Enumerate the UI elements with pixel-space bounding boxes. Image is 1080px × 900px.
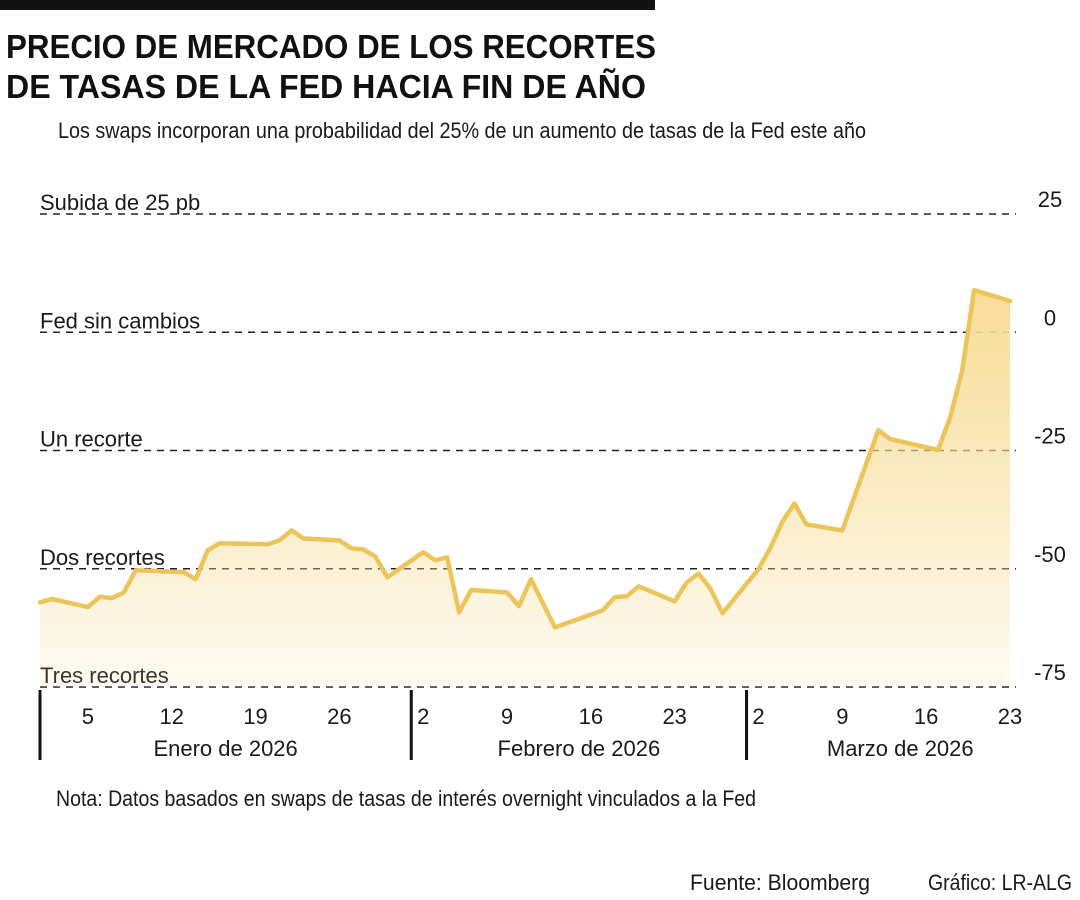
y-tick-label: 0 [1044, 305, 1056, 330]
x-tick-label: 16 [579, 704, 603, 729]
x-tick-label: 26 [327, 704, 351, 729]
x-tick-label: 23 [662, 704, 686, 729]
y-tick-label: 25 [1038, 187, 1062, 212]
chart-title: DE TASAS DE LA FED HACIA FIN DE AÑO [6, 68, 646, 105]
level-label: Un recorte [40, 427, 143, 452]
x-tick-label: 12 [159, 704, 183, 729]
y-tick-label: -25 [1034, 424, 1066, 449]
month-label: Enero de 2026 [153, 736, 297, 761]
x-tick-label: 16 [914, 704, 938, 729]
x-tick-label: 23 [998, 704, 1022, 729]
level-label: Subida de 25 pb [40, 190, 200, 215]
line [37, 287, 1013, 630]
subtitle: Los swaps incorporan una probabilidad de… [58, 118, 866, 143]
y-tick-label: -75 [1034, 660, 1066, 685]
x-tick-label: 2 [752, 704, 764, 729]
x-tick-label: 9 [836, 704, 848, 729]
y-tick-label: -50 [1034, 542, 1066, 567]
level-label: Dos recortes [40, 545, 165, 570]
x-tick-label: 2 [417, 704, 429, 729]
level-label: Fed sin cambios [40, 308, 200, 333]
top-bar [0, 0, 655, 10]
x-tick-label: 9 [501, 704, 513, 729]
x-tick-label: 19 [243, 704, 267, 729]
x-tick-label: 5 [82, 704, 94, 729]
month-label: Marzo de 2026 [827, 736, 974, 761]
month-label: Febrero de 2026 [498, 736, 661, 761]
note: Nota: Datos basados en swaps de tasas de… [56, 786, 756, 811]
source: Fuente: Bloomberg [690, 870, 870, 895]
area [40, 290, 1010, 687]
chart-title: PRECIO DE MERCADO DE LOS RECORTES [6, 28, 656, 65]
credit: Gráfico: LR-ALG [928, 870, 1072, 895]
